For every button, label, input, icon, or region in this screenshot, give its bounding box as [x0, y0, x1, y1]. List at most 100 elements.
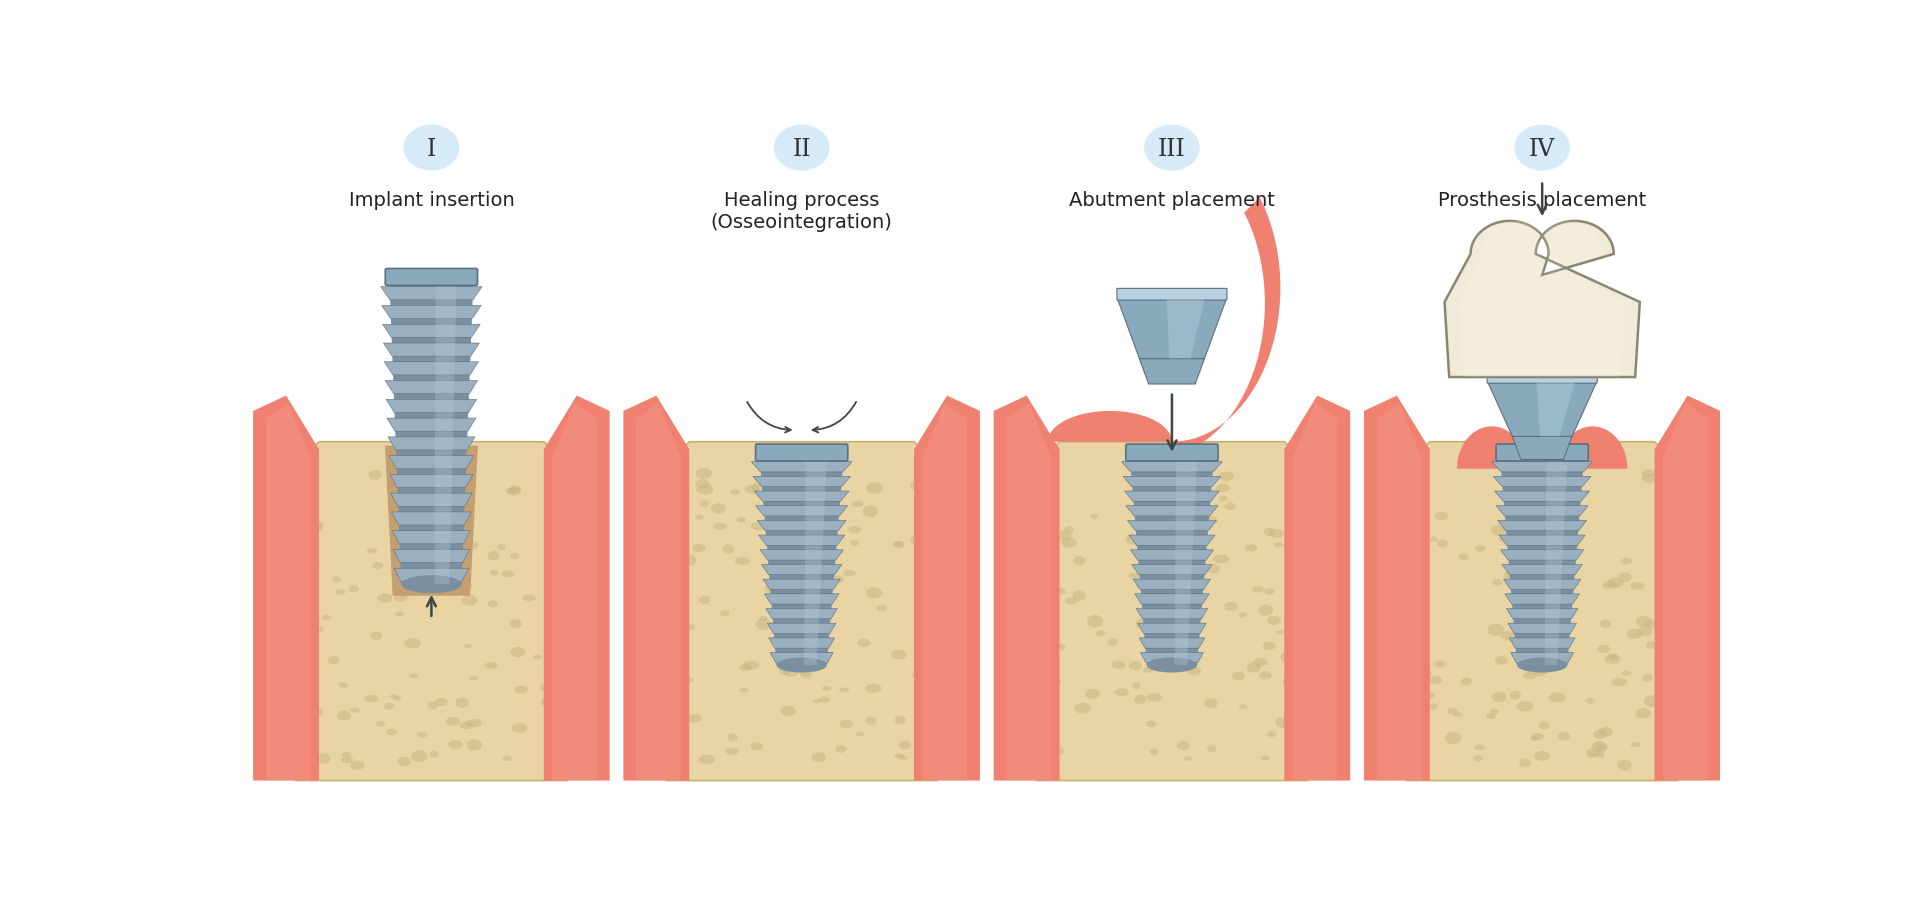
Ellipse shape	[1458, 554, 1470, 561]
Ellipse shape	[1445, 731, 1462, 744]
Polygon shape	[384, 343, 480, 356]
Ellipse shape	[686, 715, 703, 723]
Ellipse shape	[397, 757, 411, 766]
Ellipse shape	[866, 683, 881, 693]
Ellipse shape	[848, 526, 862, 534]
Ellipse shape	[856, 732, 866, 737]
Ellipse shape	[1420, 692, 1435, 700]
Ellipse shape	[1275, 542, 1284, 548]
Ellipse shape	[336, 710, 352, 721]
Polygon shape	[1536, 383, 1575, 436]
Polygon shape	[1284, 396, 1351, 781]
Ellipse shape	[1063, 538, 1076, 548]
Ellipse shape	[1064, 526, 1074, 534]
Ellipse shape	[1072, 590, 1085, 601]
Ellipse shape	[461, 582, 472, 589]
Ellipse shape	[751, 742, 762, 751]
Ellipse shape	[455, 698, 468, 708]
Ellipse shape	[699, 755, 715, 764]
Ellipse shape	[405, 638, 420, 648]
Ellipse shape	[724, 748, 740, 755]
Polygon shape	[1047, 411, 1171, 442]
Polygon shape	[757, 520, 847, 531]
Ellipse shape	[1531, 500, 1546, 513]
Polygon shape	[761, 564, 843, 574]
Polygon shape	[764, 594, 839, 604]
Ellipse shape	[342, 751, 352, 758]
Ellipse shape	[738, 517, 745, 523]
Ellipse shape	[751, 484, 762, 491]
Ellipse shape	[1179, 537, 1189, 544]
Polygon shape	[1498, 535, 1586, 545]
Ellipse shape	[891, 649, 906, 659]
Polygon shape	[1557, 426, 1628, 468]
Ellipse shape	[1170, 568, 1181, 577]
Ellipse shape	[1621, 558, 1632, 564]
Ellipse shape	[1129, 661, 1143, 670]
Ellipse shape	[1204, 698, 1217, 708]
Ellipse shape	[1170, 515, 1181, 525]
Ellipse shape	[730, 489, 740, 495]
Polygon shape	[386, 399, 476, 412]
Ellipse shape	[806, 561, 818, 569]
Ellipse shape	[409, 673, 419, 679]
Ellipse shape	[774, 125, 829, 170]
Polygon shape	[1139, 638, 1204, 648]
Ellipse shape	[466, 739, 482, 751]
Ellipse shape	[1263, 527, 1275, 536]
Polygon shape	[1007, 403, 1051, 781]
Polygon shape	[751, 462, 852, 472]
Ellipse shape	[682, 677, 694, 683]
Ellipse shape	[1091, 514, 1099, 519]
Ellipse shape	[1414, 552, 1426, 562]
Ellipse shape	[1538, 722, 1550, 729]
Ellipse shape	[1208, 745, 1217, 752]
Ellipse shape	[676, 558, 684, 563]
Polygon shape	[636, 403, 680, 781]
Ellipse shape	[1565, 545, 1580, 553]
Ellipse shape	[350, 708, 359, 713]
Ellipse shape	[1485, 713, 1496, 719]
Ellipse shape	[464, 541, 478, 550]
Ellipse shape	[1636, 616, 1651, 628]
Ellipse shape	[1219, 496, 1229, 502]
Ellipse shape	[829, 575, 843, 583]
Ellipse shape	[1049, 680, 1061, 685]
Polygon shape	[394, 568, 468, 582]
Ellipse shape	[1233, 671, 1246, 680]
Ellipse shape	[894, 715, 906, 725]
Ellipse shape	[862, 505, 877, 517]
Ellipse shape	[713, 523, 726, 530]
Ellipse shape	[780, 558, 793, 566]
Polygon shape	[552, 403, 596, 781]
Ellipse shape	[1586, 749, 1600, 756]
Ellipse shape	[1550, 692, 1565, 703]
Ellipse shape	[784, 665, 799, 677]
Ellipse shape	[1594, 729, 1607, 739]
Polygon shape	[994, 396, 1059, 781]
Ellipse shape	[376, 720, 386, 727]
Ellipse shape	[510, 619, 522, 628]
Ellipse shape	[338, 682, 348, 688]
Ellipse shape	[678, 716, 686, 722]
Ellipse shape	[1435, 660, 1445, 668]
Polygon shape	[390, 493, 472, 506]
Ellipse shape	[468, 676, 478, 680]
Polygon shape	[1494, 491, 1590, 502]
Polygon shape	[1175, 459, 1196, 665]
Polygon shape	[1139, 359, 1204, 384]
Polygon shape	[623, 396, 690, 781]
Ellipse shape	[401, 575, 462, 593]
Ellipse shape	[1611, 678, 1626, 687]
Ellipse shape	[485, 662, 499, 668]
Ellipse shape	[510, 553, 520, 560]
Ellipse shape	[336, 589, 346, 595]
Ellipse shape	[524, 595, 535, 601]
Ellipse shape	[1643, 620, 1661, 629]
Polygon shape	[805, 459, 827, 665]
Ellipse shape	[308, 494, 317, 500]
Ellipse shape	[850, 540, 860, 546]
Ellipse shape	[1057, 530, 1072, 540]
Ellipse shape	[1626, 629, 1642, 639]
Ellipse shape	[1498, 535, 1512, 543]
